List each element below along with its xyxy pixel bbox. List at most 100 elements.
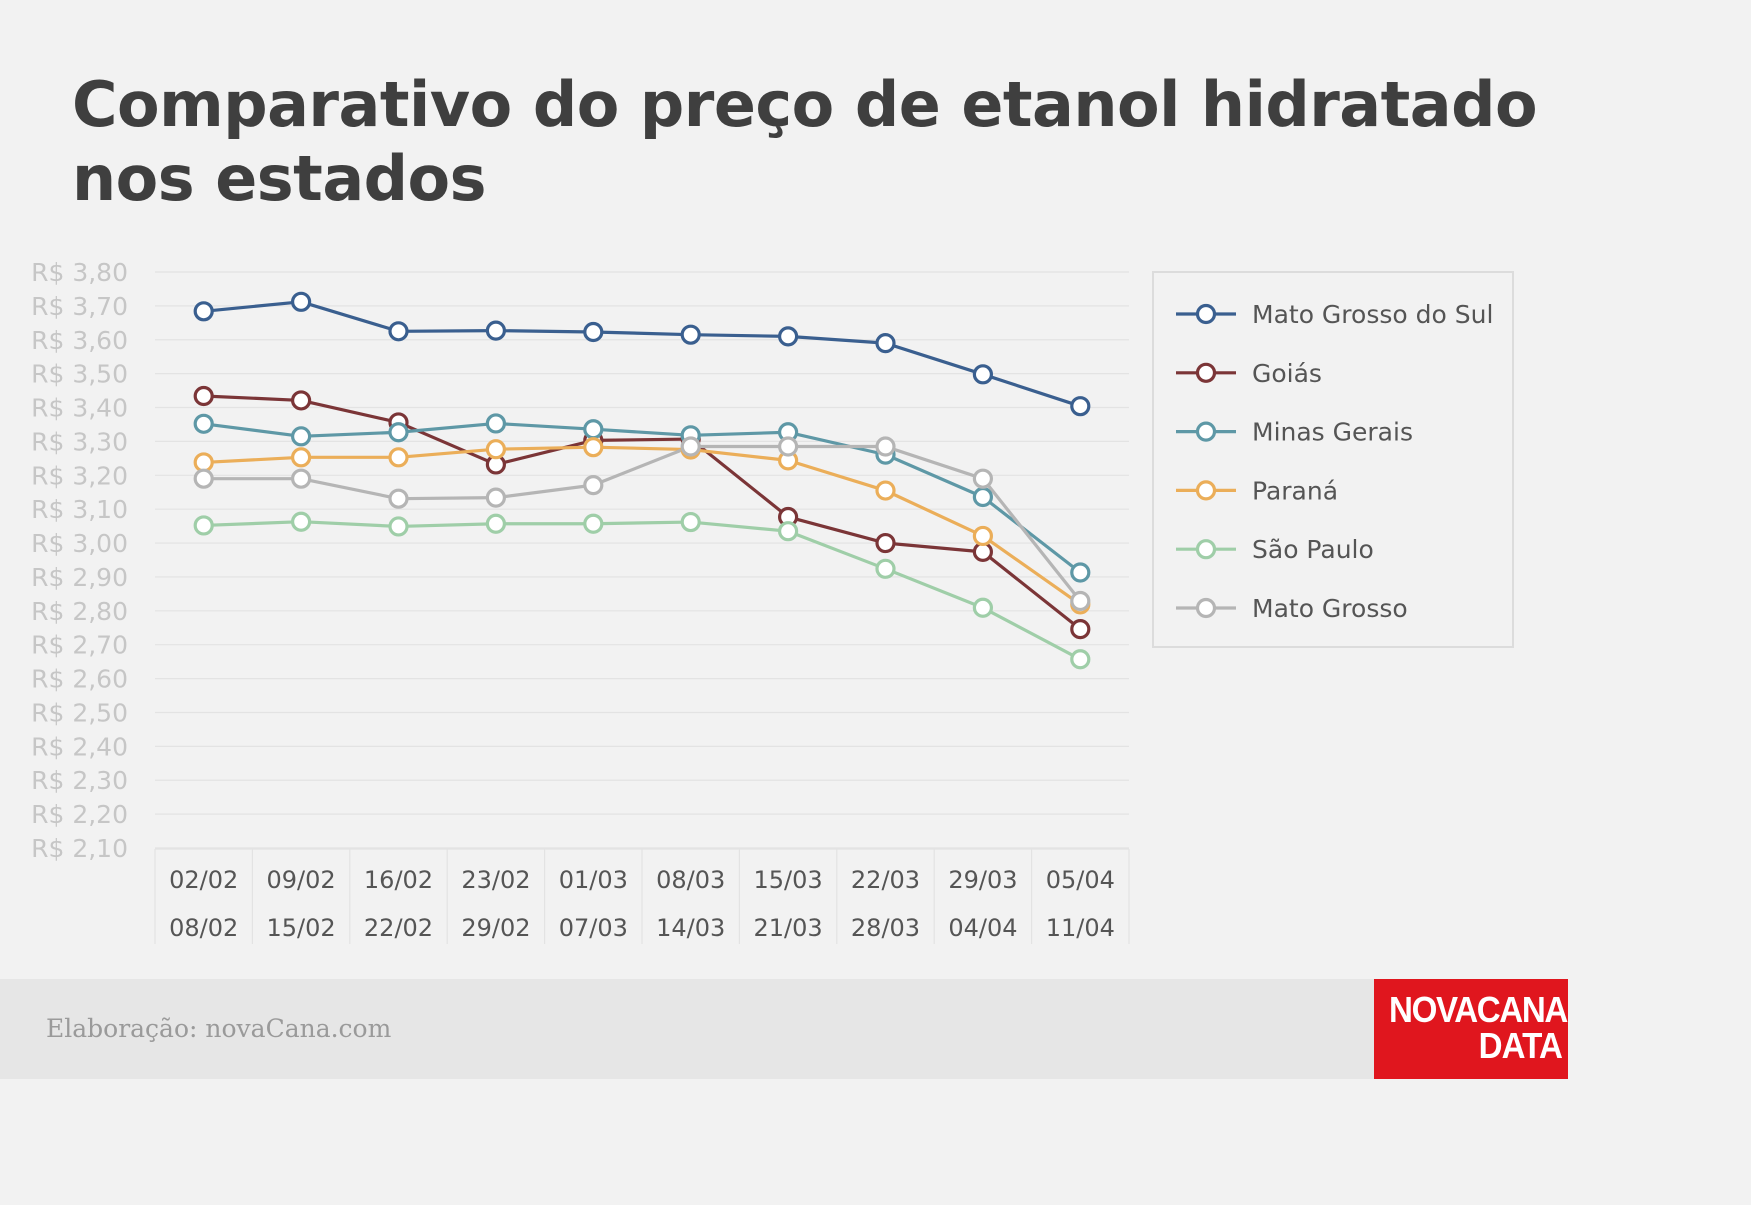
series-points — [193, 291, 1091, 670]
data-point — [583, 437, 604, 458]
x-tick-label-start: 23/02 — [461, 866, 530, 894]
data-point — [972, 597, 994, 618]
x-tick-label-start: 02/02 — [169, 866, 238, 894]
data-point — [1070, 562, 1091, 583]
data-point — [193, 515, 214, 536]
y-tick-label: R$ 3,60 — [31, 326, 128, 355]
x-tick-label-start: 09/02 — [267, 866, 336, 894]
x-tick-label-end: 15/02 — [267, 914, 336, 942]
y-tick-label: R$ 2,60 — [31, 665, 128, 694]
legend-box — [1152, 271, 1514, 648]
y-tick-label: R$ 3,70 — [31, 292, 128, 321]
x-tick-label-end: 22/02 — [364, 914, 433, 942]
series-line — [203, 394, 1082, 631]
data-point — [485, 320, 506, 341]
series-line — [203, 421, 1082, 574]
data-point — [875, 532, 896, 554]
y-tick-label: R$ 3,80 — [31, 258, 128, 287]
legend-label: Minas Gerais — [1252, 418, 1413, 447]
credit-text: Elaboração: novaCana.com — [46, 1014, 392, 1043]
legend-swatch-marker — [1195, 362, 1217, 383]
data-point — [875, 333, 896, 354]
x-tick-label-end: 29/02 — [461, 914, 530, 942]
chart-title: Comparativo do preço de etanol hidratado… — [72, 68, 1538, 216]
y-tick-label: R$ 3,50 — [31, 360, 128, 389]
data-point — [583, 419, 604, 440]
data-point — [291, 511, 312, 532]
y-tick-label: R$ 3,30 — [31, 427, 128, 456]
y-tick-label: R$ 2,40 — [31, 732, 128, 761]
line-chart: R$ 3,80 R$ 3,70 R$ 3,60 R$ 3,50 R$ 3,40 R$ 3,… — [31, 258, 1514, 944]
data-point — [388, 321, 409, 342]
data-point — [777, 436, 799, 457]
legend-swatch-marker — [1195, 303, 1217, 325]
y-tick-label: R$ 3,00 — [31, 529, 128, 558]
data-point — [193, 413, 214, 434]
data-point — [193, 468, 214, 489]
x-axis: 02/02 08/02 09/02 15/02 16/02 22/02 23/02 29/02… — [154, 848, 1130, 944]
data-point — [1070, 619, 1091, 640]
series-line — [203, 444, 1082, 602]
data-point — [875, 480, 896, 501]
data-point — [583, 321, 604, 343]
y-tick-label: R$ 2,10 — [31, 834, 128, 863]
data-point — [875, 436, 896, 457]
x-tick-label-start: 16/02 — [364, 866, 433, 894]
logo-line-1: NOVACANA — [1389, 989, 1568, 1030]
y-axis-tick-labels: R$ 3,80 R$ 3,70 R$ 3,60 R$ 3,50 R$ 3,40 R$ 3,… — [31, 258, 128, 863]
chart-title-line-1: Comparativo do preço de etanol hidratado — [72, 68, 1538, 141]
data-point — [291, 426, 312, 447]
data-point — [291, 468, 312, 489]
data-point — [777, 521, 799, 542]
series-line — [203, 445, 1082, 606]
y-tick-label: R$ 2,90 — [31, 563, 128, 592]
x-tick-label-end: 08/02 — [169, 914, 238, 942]
chart-title-line-2: nos estados — [72, 142, 487, 215]
footer-bar — [0, 979, 1568, 1079]
data-point — [680, 436, 701, 457]
data-point — [388, 488, 409, 509]
y-tick-label: R$ 2,20 — [31, 800, 128, 829]
data-point — [485, 439, 506, 460]
data-point — [193, 452, 214, 473]
x-tick-label-end: 11/04 — [1046, 914, 1115, 942]
y-tick-label: R$ 2,30 — [31, 766, 128, 795]
data-point — [388, 516, 409, 537]
y-tick-label: R$ 2,80 — [31, 597, 128, 626]
data-point — [1070, 649, 1091, 670]
legend-label: Paraná — [1252, 476, 1338, 505]
y-tick-label: R$ 3,10 — [31, 495, 128, 524]
x-tick-label-start: 01/03 — [559, 866, 628, 894]
x-tick-label-end: 14/03 — [656, 914, 725, 942]
data-point — [388, 447, 409, 468]
series-line — [203, 520, 1082, 661]
legend-label: São Paulo — [1252, 535, 1374, 564]
data-point — [777, 326, 799, 347]
data-point — [875, 558, 896, 579]
legend: Mato Grosso do Sul Goiás Minas Gerais Paran… — [1152, 271, 1514, 648]
data-point — [972, 486, 994, 508]
data-point — [485, 487, 506, 508]
data-point — [972, 468, 994, 489]
y-tick-label: R$ 3,40 — [31, 394, 128, 423]
data-point — [583, 475, 604, 496]
legend-swatch-marker — [1195, 480, 1217, 501]
logo-line-2: DATA — [1478, 1025, 1563, 1066]
x-tick-label-end: 04/04 — [948, 914, 1017, 942]
legend-swatch-marker — [1195, 597, 1217, 619]
data-point — [485, 413, 506, 434]
data-point — [388, 422, 409, 443]
data-point — [680, 511, 701, 533]
y-tick-label: R$ 2,50 — [31, 698, 128, 727]
legend-swatch-marker — [1195, 421, 1217, 442]
data-point — [193, 385, 214, 407]
data-point — [291, 291, 312, 312]
data-point — [291, 447, 312, 468]
chart-grid — [155, 271, 1129, 849]
data-point — [291, 390, 312, 411]
x-tick-label-start: 08/03 — [656, 866, 725, 894]
legend-label: Mato Grosso do Sul — [1252, 300, 1493, 329]
novacana-data-logo: NOVACANA DATA — [1374, 979, 1568, 1079]
data-point — [1070, 396, 1091, 417]
data-point — [972, 525, 994, 547]
